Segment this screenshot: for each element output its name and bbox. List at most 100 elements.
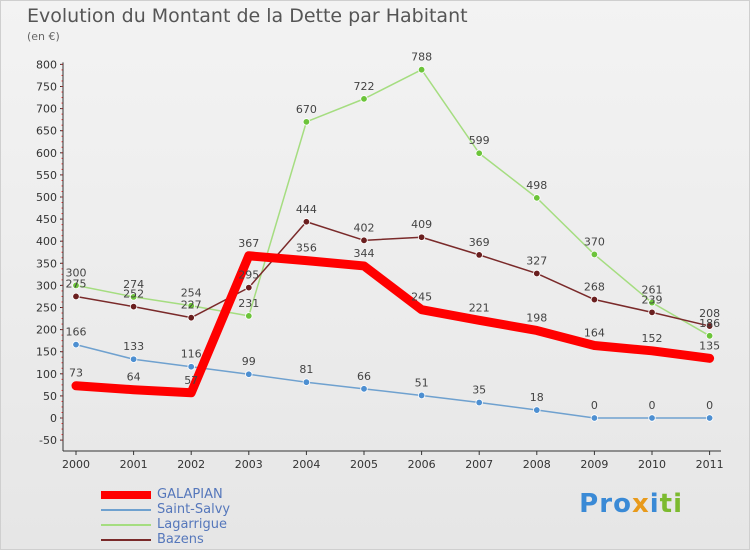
- y-minor-dot: [61, 163, 63, 165]
- data-point: [417, 233, 426, 241]
- data-label: 164: [584, 327, 605, 340]
- y-minor-dot: [61, 240, 63, 242]
- data-label: 370: [584, 235, 605, 248]
- y-minor-dot: [61, 257, 63, 259]
- logo-letter: i: [649, 489, 660, 519]
- data-label: 208: [699, 307, 720, 320]
- data-label: 268: [584, 281, 605, 294]
- legend-swatch: [101, 523, 151, 526]
- data-point: [302, 118, 311, 126]
- data-label: 239: [642, 293, 663, 306]
- y-minor-dot: [61, 334, 63, 336]
- y-minor-dot: [61, 80, 63, 82]
- series-line-galapian: [71, 251, 715, 398]
- y-minor-dot: [61, 146, 63, 148]
- y-minor-dot: [61, 389, 63, 391]
- y-minor-dot: [61, 135, 63, 137]
- x-tick-label: 2011: [696, 458, 724, 471]
- y-tick-label: 100: [36, 368, 57, 381]
- y-minor-dot: [61, 400, 63, 402]
- y-minor-dot: [61, 218, 63, 220]
- data-label: 221: [469, 301, 490, 314]
- y-minor-dot: [61, 97, 63, 99]
- legend-swatch: [101, 538, 151, 541]
- y-tick-label: -50: [39, 434, 57, 447]
- y-minor-dot: [61, 351, 63, 353]
- x-tick-label: 2010: [638, 458, 666, 471]
- y-minor-dot: [61, 179, 63, 181]
- y-minor-dot: [61, 290, 63, 292]
- y-tick-label: 0: [50, 412, 57, 425]
- x-tick-label: 2002: [177, 458, 205, 471]
- data-point: [417, 391, 426, 400]
- y-minor-dot: [61, 69, 63, 71]
- data-point: [533, 194, 541, 202]
- y-tick-label: 200: [36, 324, 57, 337]
- y-minor-dot: [61, 207, 63, 209]
- data-point: [72, 281, 80, 290]
- data-label: 254: [181, 287, 202, 300]
- data-point: [648, 414, 656, 422]
- data-point: [705, 322, 714, 330]
- logo-letter: P: [579, 489, 600, 519]
- y-tick-label: 700: [36, 103, 57, 116]
- y-minor-dot: [61, 423, 63, 425]
- y-minor-dot: [61, 113, 63, 115]
- legend-swatch: [101, 508, 151, 511]
- y-minor-dot: [61, 108, 63, 110]
- x-tick-label: 2007: [465, 458, 493, 471]
- y-minor-dot: [61, 168, 63, 170]
- data-label: 245: [411, 291, 432, 304]
- data-label: 73: [69, 367, 83, 380]
- y-minor-dot: [61, 373, 63, 375]
- data-label: 57: [184, 374, 198, 387]
- y-minor-dot: [61, 262, 63, 264]
- y-minor-dot: [61, 196, 63, 198]
- y-tick-label: 550: [36, 169, 57, 182]
- data-point: [302, 218, 311, 226]
- y-minor-dot: [61, 307, 63, 308]
- logo-letter: r: [599, 489, 614, 519]
- y-tick-label: 350: [36, 257, 57, 270]
- data-point: [72, 292, 80, 301]
- data-point: [590, 295, 599, 304]
- y-tick-label: 800: [36, 58, 57, 71]
- legend-item: GALAPIAN: [101, 487, 223, 502]
- y-minor-dot: [61, 367, 63, 369]
- y-tick-label: 300: [36, 279, 57, 292]
- chart-title: Evolution du Montant de la Dette par Hab…: [27, 5, 468, 27]
- y-minor-dot: [61, 318, 63, 320]
- data-label: 409: [411, 218, 432, 231]
- y-tick-label: 750: [36, 81, 57, 94]
- y-minor-dot: [61, 323, 63, 325]
- chart-unit: (en €): [27, 30, 60, 43]
- x-tick-label: 2009: [580, 458, 608, 471]
- data-label: 116: [181, 348, 202, 361]
- y-tick-label: 150: [36, 346, 57, 359]
- data-point: [360, 385, 368, 393]
- data-point: [590, 250, 599, 259]
- y-minor-dot: [61, 91, 63, 93]
- data-label: 227: [181, 299, 202, 312]
- data-point: [129, 355, 138, 363]
- y-minor-dot: [61, 273, 63, 275]
- data-point: [533, 269, 541, 278]
- legend-swatch: [101, 490, 151, 499]
- data-point: [245, 370, 253, 378]
- data-label: 198: [526, 311, 547, 324]
- y-minor-dot: [61, 312, 63, 314]
- y-minor-dot: [61, 329, 63, 331]
- data-label: 152: [642, 332, 663, 345]
- data-point: [475, 251, 483, 259]
- series-line-saint-salvy: [75, 343, 711, 419]
- data-point: [360, 95, 368, 103]
- data-label: 670: [296, 103, 317, 116]
- x-tick-label: 2004: [292, 458, 320, 471]
- data-point: [475, 398, 483, 407]
- data-label: 498: [526, 179, 547, 192]
- data-point: [245, 283, 253, 292]
- legend-item: Lagarrigue: [101, 517, 227, 532]
- y-tick-label: 450: [36, 213, 57, 226]
- y-minor-dot: [61, 279, 63, 281]
